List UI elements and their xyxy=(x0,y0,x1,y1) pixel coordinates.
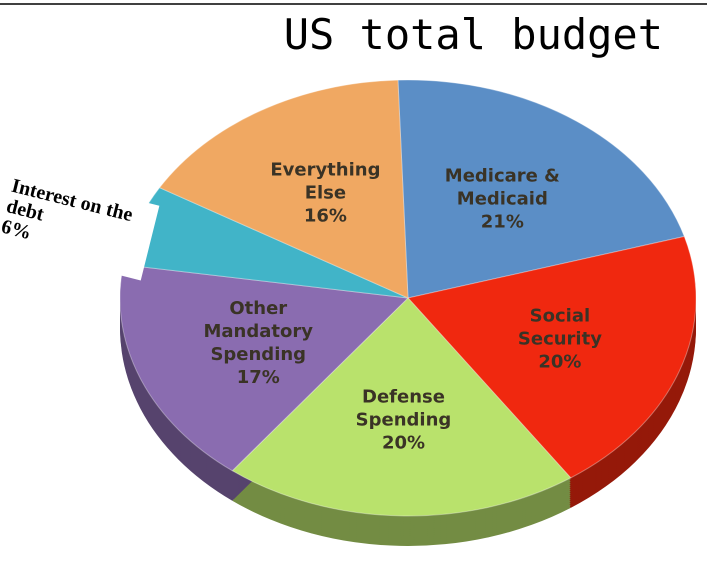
value-label: 17% xyxy=(236,367,280,389)
data-label: Social Security 20% xyxy=(501,304,619,373)
slice xyxy=(119,264,410,472)
slice xyxy=(158,79,409,299)
value-label: 20% xyxy=(538,351,582,373)
value-label: 20% xyxy=(381,432,426,454)
value-label: 21% xyxy=(480,211,524,233)
value-label: 16% xyxy=(303,205,347,227)
slice xyxy=(397,79,685,299)
data-label: Everything Else 16% xyxy=(266,159,384,228)
category-label: Other Mandatory Spending xyxy=(203,298,314,366)
data-label: Defense Spending 20% xyxy=(344,386,462,455)
category-label: Everything Else xyxy=(270,159,381,204)
chart-title: US total budget xyxy=(283,10,663,59)
category-label: Defense Spending xyxy=(355,386,452,431)
slice xyxy=(231,297,572,517)
category-label: Social Security xyxy=(517,305,602,350)
slice xyxy=(407,235,697,479)
data-label: Other Mandatory Spending 17% xyxy=(199,297,317,389)
category-label: Medicare & Medicaid xyxy=(444,165,560,210)
data-label: Medicare & Medicaid 21% xyxy=(443,164,561,233)
